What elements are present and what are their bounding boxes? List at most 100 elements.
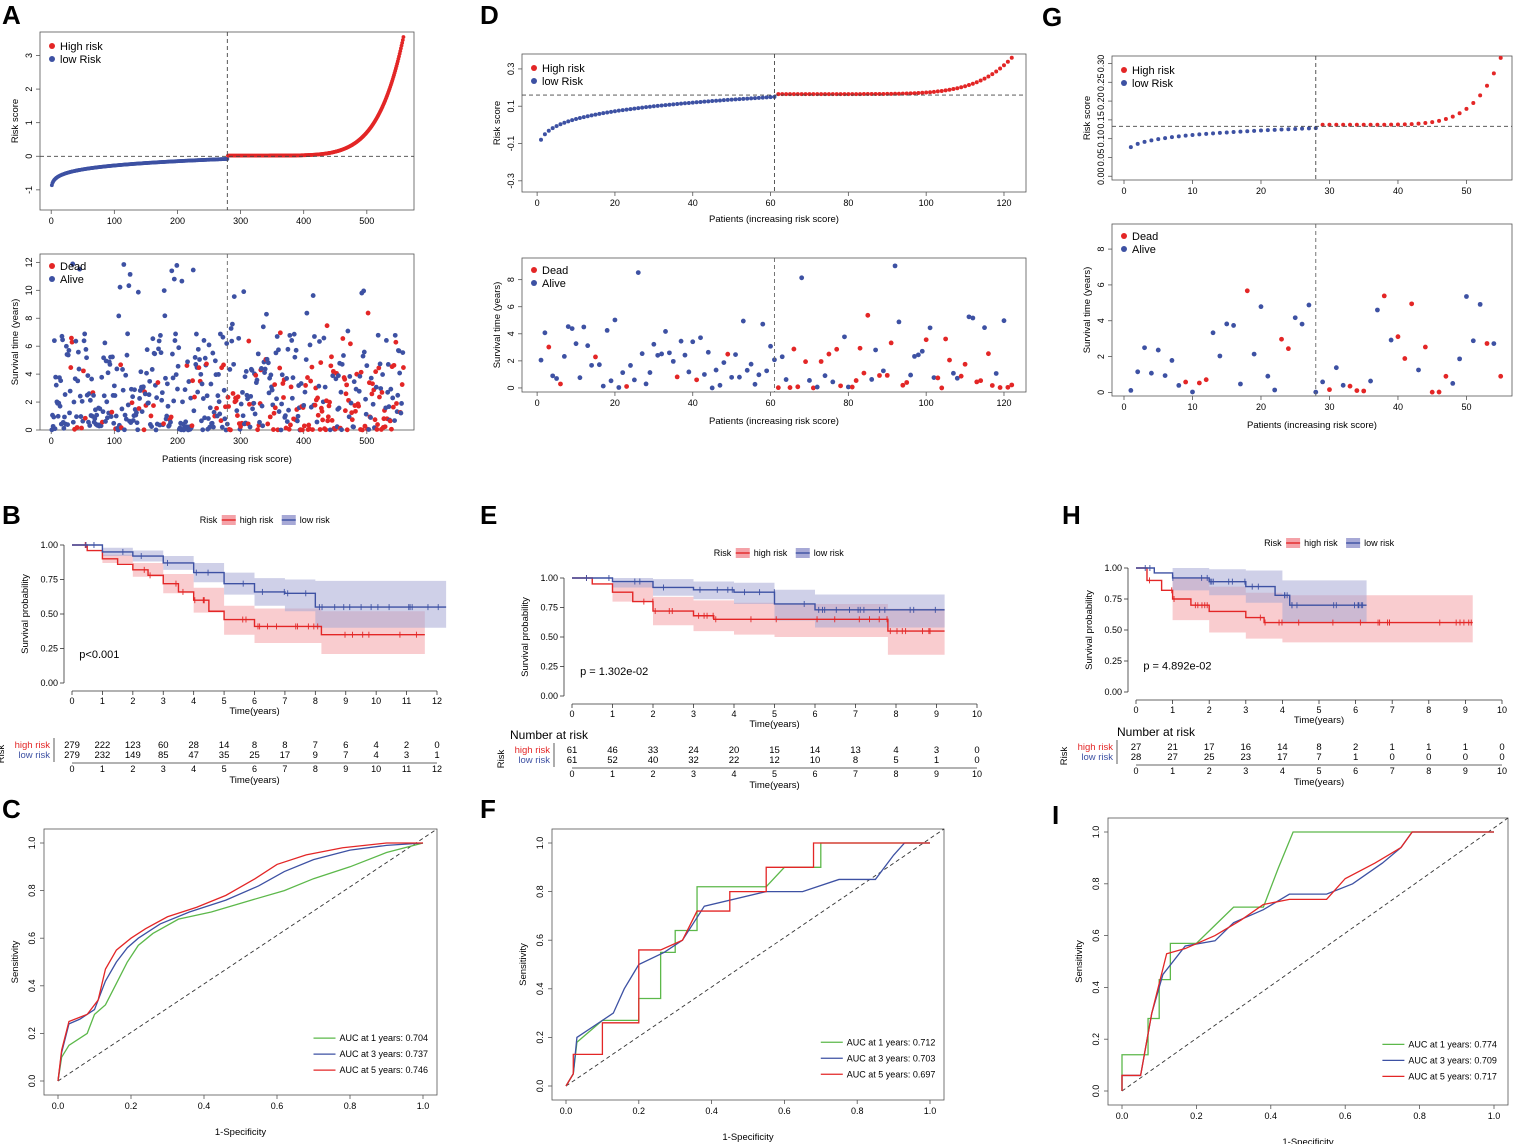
survival-y-tick-label: 6 xyxy=(1096,282,1106,287)
survival-point xyxy=(130,418,136,423)
survival-point xyxy=(192,394,197,400)
panel-label-c: C xyxy=(2,794,21,824)
survival-point xyxy=(67,388,73,394)
survival-point xyxy=(214,405,219,411)
risk-table-x-label: Time(years) xyxy=(229,775,279,786)
survival-point xyxy=(198,371,204,377)
survival-x-tick-label: 100 xyxy=(107,436,122,446)
survival-point xyxy=(268,372,274,378)
risk-score-point xyxy=(1252,128,1257,133)
survival-point xyxy=(148,413,154,419)
risk-score-point xyxy=(605,110,610,115)
risk-score-x-tick-label: 20 xyxy=(1256,186,1266,196)
risk-score-point xyxy=(834,92,839,97)
survival-point xyxy=(235,413,240,418)
survival-point xyxy=(651,341,657,347)
survival-point xyxy=(97,406,103,412)
survival-point xyxy=(908,372,914,378)
risk-score-point xyxy=(647,104,652,109)
survival-point xyxy=(303,383,308,388)
survival-point xyxy=(289,395,295,401)
risk-score-y-tick-label: 0.30 xyxy=(1096,55,1106,73)
survival-point xyxy=(374,427,380,432)
survival-point xyxy=(284,376,290,381)
survival-point xyxy=(201,338,207,343)
survival-point xyxy=(376,365,382,371)
survival-point xyxy=(105,370,111,376)
survival-point xyxy=(68,365,74,370)
risk-score-point xyxy=(577,116,582,121)
survival-point xyxy=(565,324,571,329)
roc-y-tick-label: 0.0 xyxy=(27,1075,37,1088)
roc-x-tick-label: 0.2 xyxy=(1190,1111,1203,1121)
survival-point xyxy=(1416,367,1421,373)
km-band-low-risk xyxy=(572,578,945,632)
survival-point xyxy=(1422,344,1428,350)
risk-table-low-cell: 0 xyxy=(1463,752,1468,763)
km-x-tick-label: 1 xyxy=(100,696,105,706)
survival-point xyxy=(247,401,252,407)
risk-score-point xyxy=(682,101,687,106)
roc-y-label: Sensitivity xyxy=(10,940,21,983)
legend-dead-label: Dead xyxy=(60,261,86,273)
survival-point xyxy=(1155,347,1161,353)
risk-score-point xyxy=(1211,131,1216,136)
survival-point xyxy=(694,377,700,383)
risk-table-high-cell: 0 xyxy=(1499,742,1504,753)
km-y-tick-label: 0.75 xyxy=(1104,594,1122,604)
roc-x-label: 1-Specificity xyxy=(722,1132,773,1143)
survival-point xyxy=(1292,315,1298,321)
survival-point xyxy=(791,346,797,352)
survival-point xyxy=(377,361,383,367)
survival-point xyxy=(279,372,285,378)
survival-y-tick-label: 0 xyxy=(1096,390,1106,395)
survival-point xyxy=(271,410,277,416)
survival-x-tick-label: 80 xyxy=(843,398,853,408)
risk-score-point xyxy=(811,92,816,97)
survival-point xyxy=(356,388,362,394)
survival-point xyxy=(219,424,225,430)
risk-score-point xyxy=(1348,122,1353,127)
risk-score-point xyxy=(620,108,625,113)
survival-point xyxy=(690,339,696,345)
survival-point xyxy=(267,414,273,420)
survival-point xyxy=(1477,301,1483,307)
survival-y-tick-label: 4 xyxy=(1096,318,1106,323)
risk-table-low-cell: 3 xyxy=(404,750,409,761)
risk-score-point xyxy=(710,99,715,104)
risk-score-point xyxy=(1464,106,1469,111)
survival-point xyxy=(161,288,167,293)
survival-x-tick-label: 0 xyxy=(535,398,540,408)
risk-score-point xyxy=(1163,136,1168,141)
survival-point xyxy=(185,359,190,365)
km-y-tick-label: 0.75 xyxy=(540,603,558,613)
survival-point xyxy=(212,358,218,364)
survival-frame xyxy=(1111,223,1513,397)
km-y-tick-label: 1.00 xyxy=(1104,563,1122,573)
survival-point xyxy=(107,362,113,367)
number-at-risk-title: Number at risk xyxy=(510,728,589,742)
survival-point xyxy=(151,403,156,409)
roc-y-tick-label: 0.2 xyxy=(27,1027,37,1040)
survival-point xyxy=(249,367,255,373)
survival-point xyxy=(880,368,886,374)
survival-point xyxy=(962,361,968,367)
survival-point xyxy=(327,427,333,433)
risk-score-point xyxy=(1491,71,1496,76)
survival-point xyxy=(316,383,322,389)
survival-point xyxy=(51,414,57,420)
survival-point xyxy=(196,365,202,371)
roc-y-tick-label: 0.4 xyxy=(1091,981,1101,994)
survival-point xyxy=(250,406,255,412)
survival-point xyxy=(344,382,350,388)
survival-point xyxy=(162,313,168,319)
survival-point xyxy=(255,427,261,433)
roc-y-tick-label: 1.0 xyxy=(535,837,545,850)
risk-table-low-cell: 10 xyxy=(810,755,821,766)
survival-point xyxy=(1285,346,1291,352)
survival-point xyxy=(970,315,976,321)
roc-panel-C: 0.0 0.0 0.2 0.2 0.4 0.4 0.6 0.6 0.8 0.8 1.0 1.0 1-Sp… xyxy=(10,828,438,1138)
survival-x-tick-label: 100 xyxy=(919,398,934,408)
km-y-tick-label: 0.50 xyxy=(540,632,558,642)
